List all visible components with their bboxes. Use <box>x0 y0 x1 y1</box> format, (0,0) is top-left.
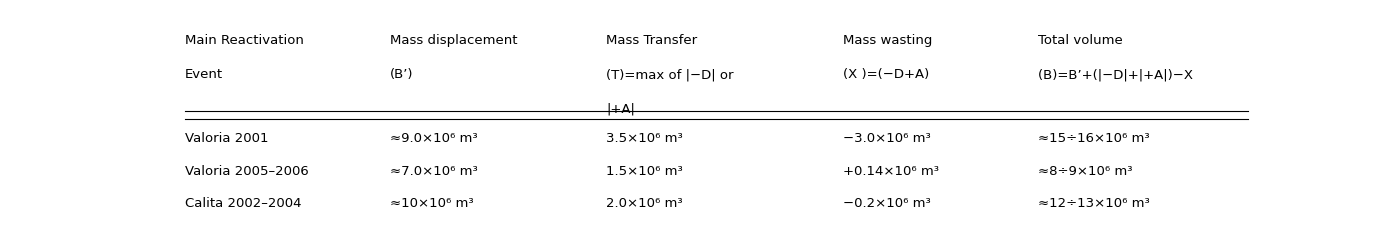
Text: −3.0×10⁶ m³: −3.0×10⁶ m³ <box>844 132 931 145</box>
Text: 3.5×10⁶ m³: 3.5×10⁶ m³ <box>606 132 683 145</box>
Text: (T)=max of |−D| or: (T)=max of |−D| or <box>606 68 734 81</box>
Text: ≈8÷9×10⁶ m³: ≈8÷9×10⁶ m³ <box>1038 165 1133 178</box>
Text: 2.0×10⁶ m³: 2.0×10⁶ m³ <box>606 197 683 210</box>
Text: Mass displacement: Mass displacement <box>390 34 518 47</box>
Text: ≈7.0×10⁶ m³: ≈7.0×10⁶ m³ <box>390 165 478 178</box>
Text: (B’): (B’) <box>390 68 414 81</box>
Text: Event: Event <box>185 68 223 81</box>
Text: ≈10×10⁶ m³: ≈10×10⁶ m³ <box>390 197 474 210</box>
Text: Main Reactivation: Main Reactivation <box>185 34 304 47</box>
Text: (B)=B’+​(|−D|+|+A|)−X: (B)=B’+​(|−D|+|+A|)−X <box>1038 68 1192 81</box>
Text: Total volume: Total volume <box>1038 34 1123 47</box>
Text: Mass wasting: Mass wasting <box>844 34 933 47</box>
Text: Valoria 2005–2006: Valoria 2005–2006 <box>185 165 309 178</box>
Text: Calita 2002–2004: Calita 2002–2004 <box>185 197 301 210</box>
Text: ≈15÷16×10⁶ m³: ≈15÷16×10⁶ m³ <box>1038 132 1149 145</box>
Text: ≈12÷13×10⁶ m³: ≈12÷13×10⁶ m³ <box>1038 197 1149 210</box>
Text: (X )​=(−D+A): (X )​=(−D+A) <box>844 68 929 81</box>
Text: +0.14×10⁶ m³: +0.14×10⁶ m³ <box>844 165 939 178</box>
Text: ≈9.0×10⁶ m³: ≈9.0×10⁶ m³ <box>390 132 478 145</box>
Text: 1.5×10⁶ m³: 1.5×10⁶ m³ <box>606 165 683 178</box>
Text: −0.2×10⁶ m³: −0.2×10⁶ m³ <box>844 197 931 210</box>
Text: Mass Transfer: Mass Transfer <box>606 34 696 47</box>
Text: |+A|: |+A| <box>606 103 635 116</box>
Text: Valoria 2001: Valoria 2001 <box>185 132 269 145</box>
